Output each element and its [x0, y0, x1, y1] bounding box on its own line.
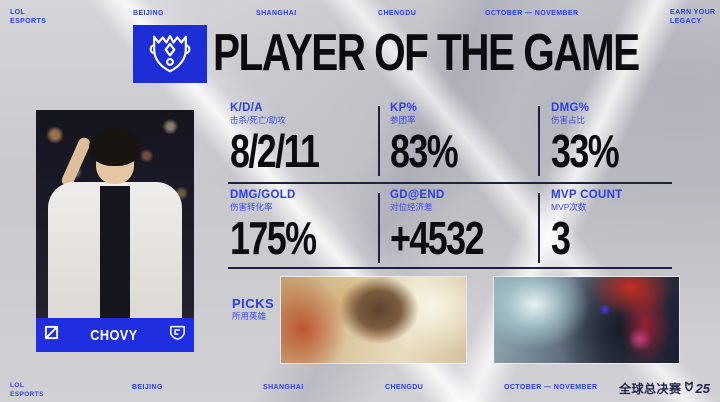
stat-label-cn: 参团率 — [390, 115, 416, 125]
stat-label-cn: 对位经济差 — [390, 202, 433, 212]
top-tagline-line1: EARN YOUR — [670, 9, 716, 16]
stat-label: MVP COUNT — [551, 189, 623, 201]
worlds-cn-logo-year: 25 — [695, 380, 710, 396]
top-brand-line1: LOL — [10, 9, 26, 16]
stat-value: +4532 — [390, 212, 485, 264]
picks-label-cn: 所用英雄 — [232, 311, 267, 321]
player-name: CHOVY — [90, 326, 138, 344]
top-dates: OCTOBER — NOVEMBER — [485, 10, 579, 17]
top-tagline: EARN YOUR LEGACY — [670, 8, 715, 26]
player-shirt — [100, 186, 130, 318]
bottom-city-chengdu: CHENGDU — [385, 384, 424, 391]
stat-label-cn: 击杀/死亡/助攻 — [230, 115, 286, 125]
player-card: CHOVY — [36, 110, 194, 352]
worlds-cn-logo-text: 全球总决赛 — [619, 381, 682, 396]
champion-splash-taliyah — [281, 277, 466, 363]
stat-value: 175% — [230, 212, 317, 264]
top-brand-lol-esports: LOL ESPORTS — [10, 8, 46, 26]
worlds-cup-mini-icon — [684, 379, 694, 397]
player-name-banner: CHOVY — [36, 318, 194, 352]
stat-label: DMG% — [551, 102, 590, 114]
player-photo — [36, 110, 194, 318]
divider-vertical — [538, 106, 540, 176]
bottom-brand-line2: ESPORTS — [10, 391, 44, 398]
bottom-city-shanghai: SHANGHAI — [263, 384, 304, 391]
stat-label-cn: 伤害占比 — [551, 115, 586, 125]
stat-mvp-count: MVP COUNT MVP次数 3 — [551, 189, 701, 261]
divider-vertical — [378, 193, 380, 263]
picks-label: PICKS — [232, 296, 275, 311]
stat-label-cn: 伤害转化率 — [230, 202, 273, 212]
stat-label: DMG/GOLD — [230, 189, 296, 201]
stat-kp: KP% 参团率 83% — [390, 102, 540, 174]
stat-kda: K/D/A 击杀/死亡/助攻 8/2/11 — [230, 102, 380, 174]
stat-label: KP% — [390, 102, 418, 114]
stat-dmg: DMG% 伤害占比 33% — [551, 102, 701, 174]
divider-horizontal — [228, 182, 672, 184]
stat-value: 3 — [551, 212, 571, 264]
top-brand-line2: ESPORTS — [10, 18, 47, 25]
stat-label-cn: MVP次数 — [551, 202, 587, 212]
champion-splash-yone — [494, 277, 679, 363]
lolesports-slash-square-icon — [44, 325, 59, 345]
worlds-25-cn-logo: 全球总决赛 25 — [619, 379, 710, 397]
stat-label: GD@END — [390, 189, 445, 201]
stat-gd-end: GD@END 对位经济差 +4532 — [390, 189, 540, 261]
geng-team-logo-icon — [169, 325, 186, 345]
stat-value: 8/2/11 — [230, 125, 320, 177]
worlds-summoners-cup-icon — [133, 25, 207, 83]
stat-dmg-gold: DMG/GOLD 伤害转化率 175% — [230, 189, 380, 261]
top-tagline-line2: LEGACY — [670, 18, 702, 25]
bottom-dates: OCTOBER — NOVEMBER — [504, 384, 598, 391]
divider-horizontal — [228, 267, 672, 269]
top-city-shanghai: SHANGHAI — [256, 10, 297, 17]
bottom-city-beijing: BEIJING — [132, 384, 163, 391]
stat-label: K/D/A — [230, 102, 263, 114]
page-title: PLAYER OF THE GAME — [213, 24, 640, 82]
divider-vertical — [538, 193, 540, 263]
player-arm — [59, 135, 93, 189]
divider-vertical — [378, 106, 380, 176]
bottom-brand-lol-esports: LOL ESPORTS — [10, 381, 44, 399]
bottom-brand-line1: LOL — [10, 382, 25, 389]
top-city-beijing: BEIJING — [133, 10, 164, 17]
stat-value: 83% — [390, 125, 459, 177]
picks-section-label: PICKS 所用英雄 — [232, 296, 274, 321]
stat-value: 33% — [551, 125, 620, 177]
top-city-chengdu: CHENGDU — [378, 10, 417, 17]
player-hair — [89, 128, 141, 166]
